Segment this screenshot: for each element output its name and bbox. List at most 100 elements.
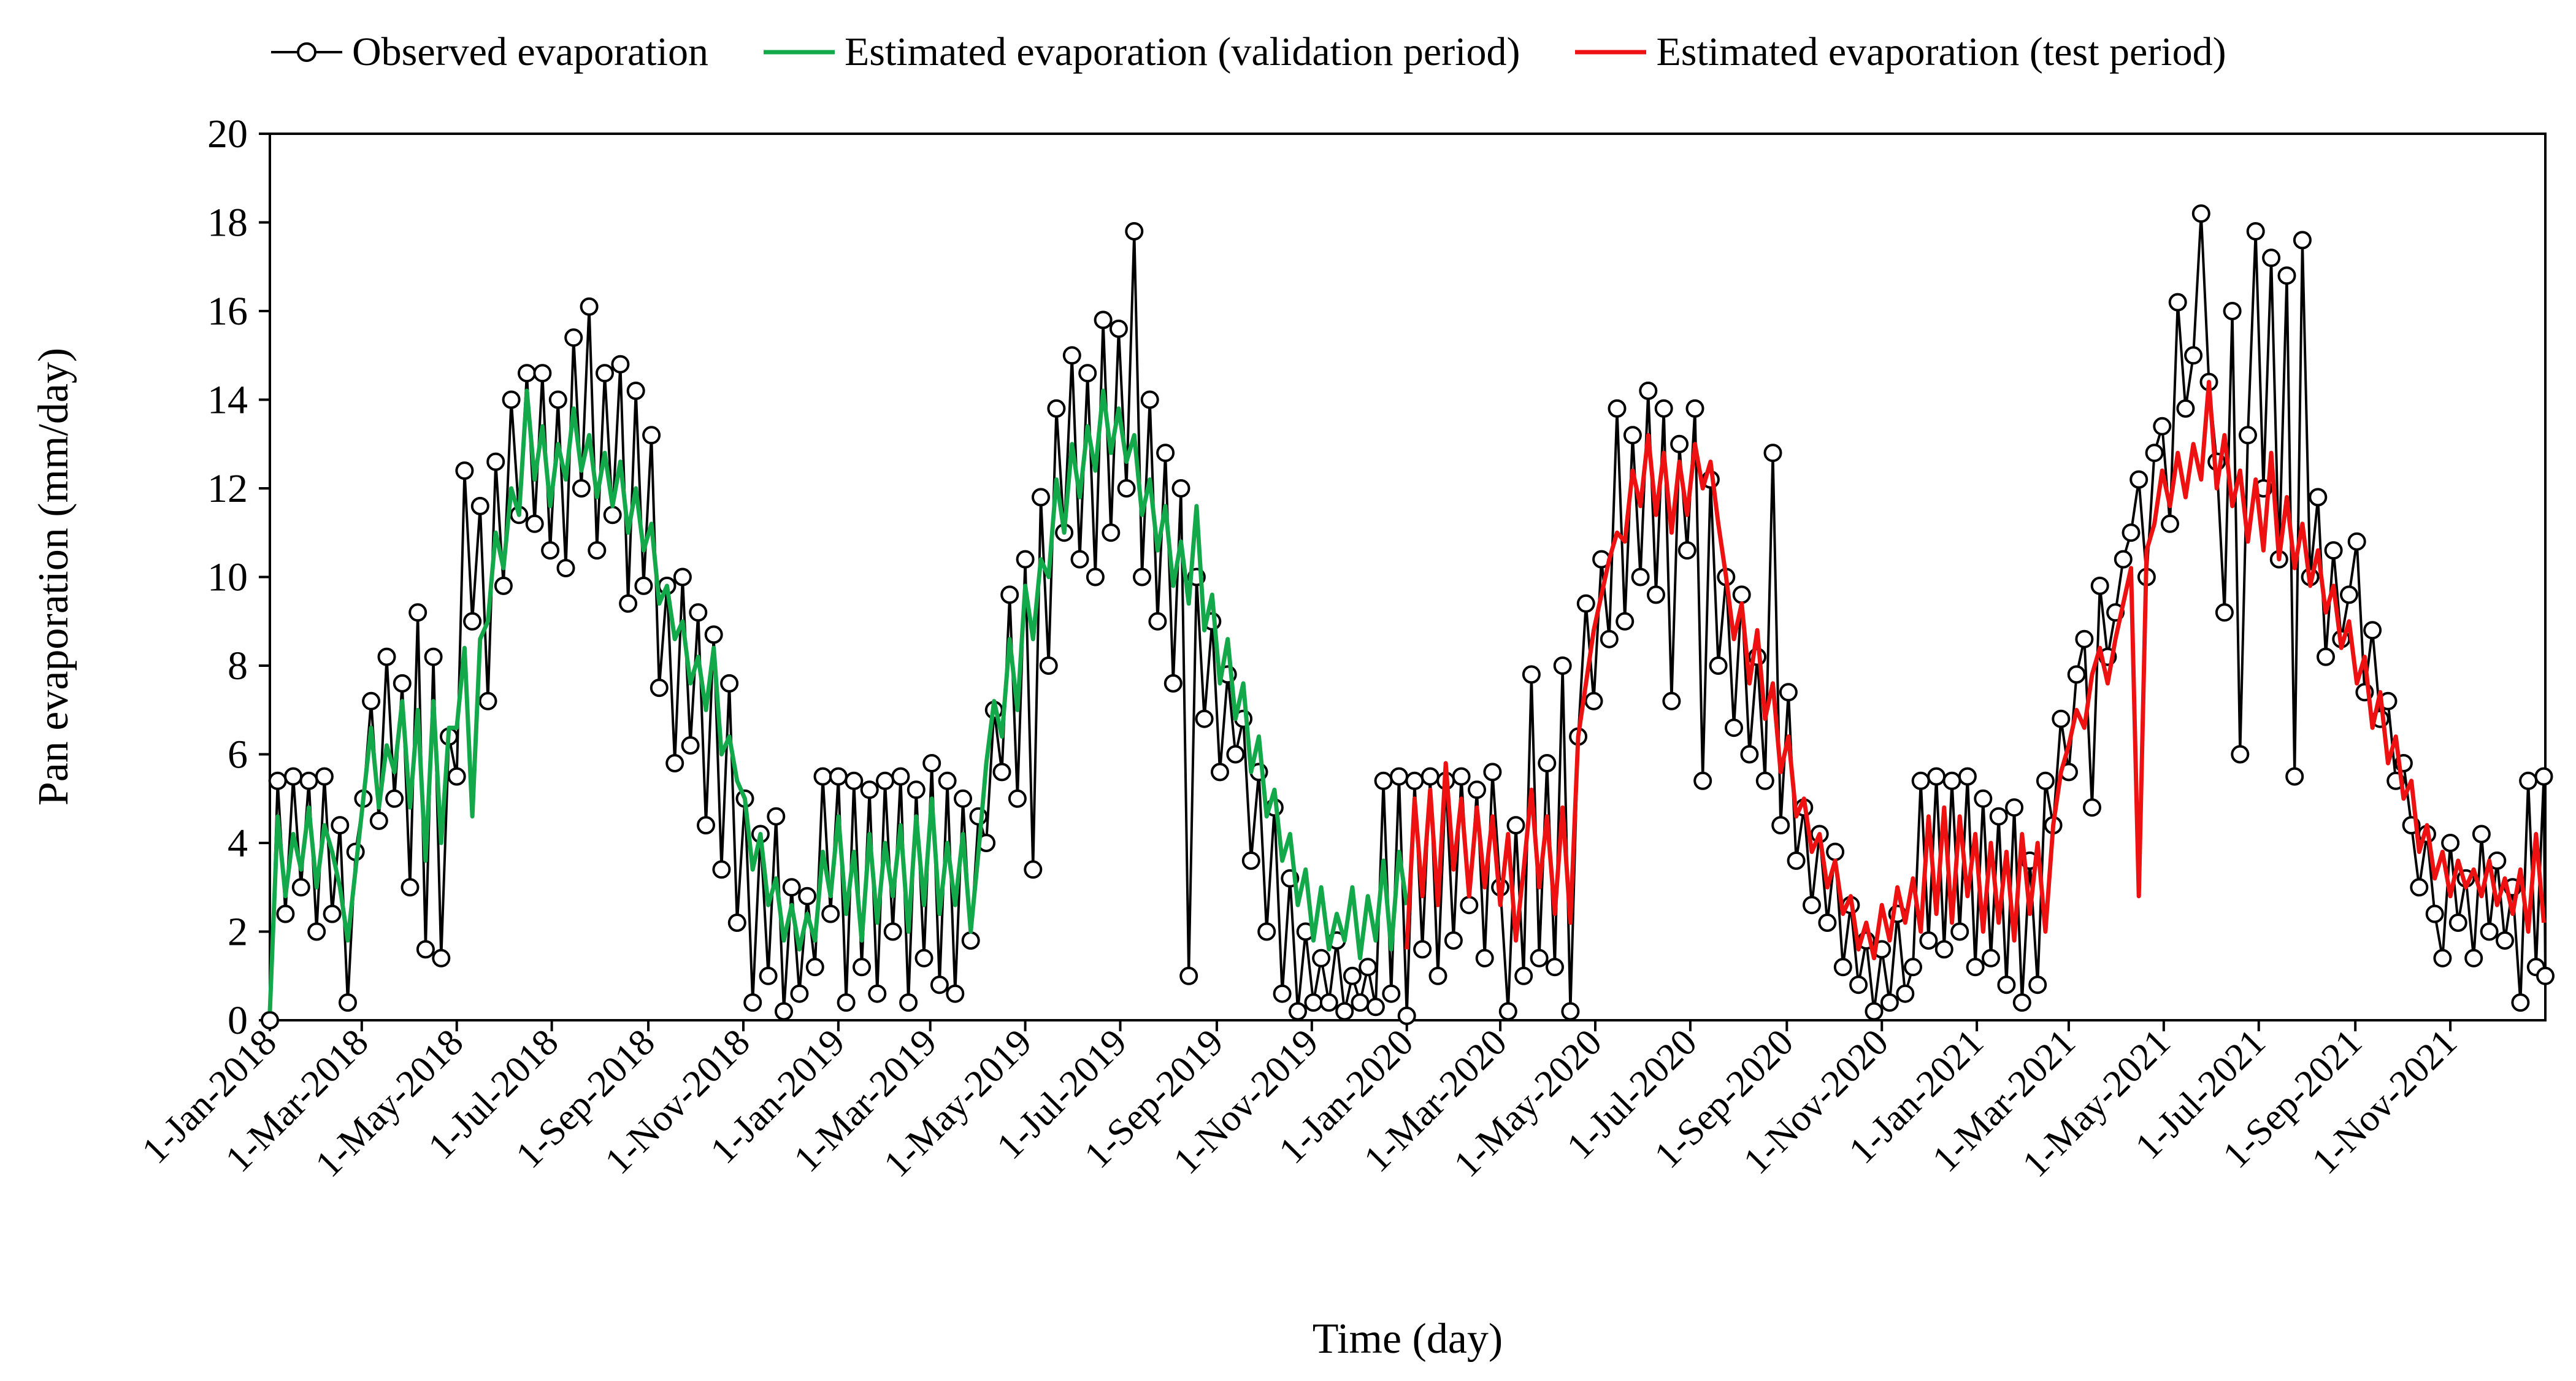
observed-point xyxy=(907,780,926,799)
observed-point xyxy=(2410,878,2429,897)
observed-point xyxy=(572,479,591,498)
observed-point xyxy=(1631,567,1650,587)
observed-point xyxy=(743,993,762,1012)
observed-point xyxy=(408,603,427,622)
observed-point xyxy=(1125,222,1144,240)
observed-point xyxy=(2028,975,2047,994)
observed-point xyxy=(876,771,894,790)
observed-point xyxy=(1982,948,2000,967)
observed-point xyxy=(1374,771,1393,790)
y-tick-label: 12 xyxy=(207,466,248,511)
observed-point xyxy=(1654,399,1673,418)
y-tick-label: 10 xyxy=(207,555,248,600)
observed-point xyxy=(2480,922,2499,941)
observed-point xyxy=(463,612,482,631)
observed-point xyxy=(1608,399,1627,418)
observed-point xyxy=(401,878,420,897)
observed-point xyxy=(853,958,871,977)
observed-point xyxy=(2184,346,2203,365)
observed-point xyxy=(518,364,536,383)
observed-point xyxy=(2168,293,2187,312)
observed-point xyxy=(1803,896,1821,915)
observed-point xyxy=(821,904,840,923)
observed-point xyxy=(2083,798,2101,817)
observed-point xyxy=(634,576,653,595)
observed-point xyxy=(1685,399,1704,418)
observed-point xyxy=(860,780,879,799)
observed-point xyxy=(2075,629,2094,648)
observed-point xyxy=(891,767,910,786)
y-tick-label: 18 xyxy=(207,201,248,245)
observed-point xyxy=(2161,514,2179,533)
observed-point xyxy=(1133,567,1151,587)
observed-point xyxy=(1880,993,1899,1012)
observed-point xyxy=(1351,993,1370,1012)
observed-point xyxy=(845,771,864,790)
observed-point xyxy=(1942,771,1961,790)
observed-point xyxy=(813,767,832,786)
observed-point xyxy=(369,811,388,830)
observed-point xyxy=(1771,816,1790,835)
observed-point xyxy=(1538,754,1557,772)
observed-point xyxy=(1600,629,1619,648)
observed-point xyxy=(1732,585,1751,604)
observed-point xyxy=(1343,966,1362,985)
observed-point xyxy=(331,816,350,835)
observed-point xyxy=(2129,470,2149,489)
observed-point xyxy=(1109,319,1128,338)
observed-point xyxy=(486,452,505,471)
observed-point xyxy=(548,390,567,409)
observed-point xyxy=(2246,222,2265,240)
observed-point xyxy=(1849,975,1868,994)
observed-point xyxy=(650,679,669,698)
observed-point xyxy=(1273,984,1292,1003)
observed-point xyxy=(478,691,497,710)
observed-point xyxy=(2425,904,2444,923)
observed-point xyxy=(1514,966,1533,985)
observed-point xyxy=(1335,1002,1354,1021)
observed-point xyxy=(556,559,575,577)
observed-point xyxy=(323,904,342,923)
legend-item-test: Estimated evaporation (test period) xyxy=(1574,29,2226,75)
observed-point xyxy=(2005,798,2024,817)
observed-point xyxy=(1078,364,1097,383)
observed-point xyxy=(603,506,622,525)
observed-point xyxy=(1530,948,1549,967)
observed-point xyxy=(1911,771,1930,790)
observed-point xyxy=(1662,691,1681,710)
observed-point xyxy=(697,816,715,835)
observed-point xyxy=(362,691,381,710)
observed-point xyxy=(1927,767,1946,786)
observed-point xyxy=(1257,922,1276,941)
observed-point xyxy=(1140,390,1159,409)
observed-point xyxy=(1405,771,1424,790)
observed-point xyxy=(914,948,933,967)
legend-swatch-test xyxy=(1575,50,1647,55)
observed-point xyxy=(393,674,412,693)
observed-point xyxy=(1639,382,1658,400)
observed-point xyxy=(2317,647,2335,666)
observed-point xyxy=(2536,966,2555,985)
observed-point xyxy=(1397,1006,1416,1025)
observed-point xyxy=(1241,851,1260,870)
observed-point xyxy=(2472,825,2491,844)
observed-point xyxy=(2262,248,2281,267)
observed-point xyxy=(1616,612,1635,631)
observed-point xyxy=(1623,426,1642,445)
observed-point xyxy=(1826,842,1845,861)
observed-point xyxy=(1024,860,1043,879)
observed-point xyxy=(829,767,848,786)
observed-point xyxy=(689,603,708,622)
observed-point xyxy=(922,754,941,772)
observed-point xyxy=(1818,914,1837,932)
observed-point xyxy=(1319,993,1338,1012)
observed-point xyxy=(2090,576,2109,595)
observed-point xyxy=(837,993,856,1012)
observed-point xyxy=(2277,266,2296,285)
observed-point xyxy=(673,567,692,587)
observed-point xyxy=(1950,922,1969,941)
observed-point xyxy=(946,984,965,1003)
observed-point xyxy=(2496,931,2514,950)
observed-point xyxy=(1452,767,1471,786)
series-line-validation xyxy=(267,388,1409,1012)
